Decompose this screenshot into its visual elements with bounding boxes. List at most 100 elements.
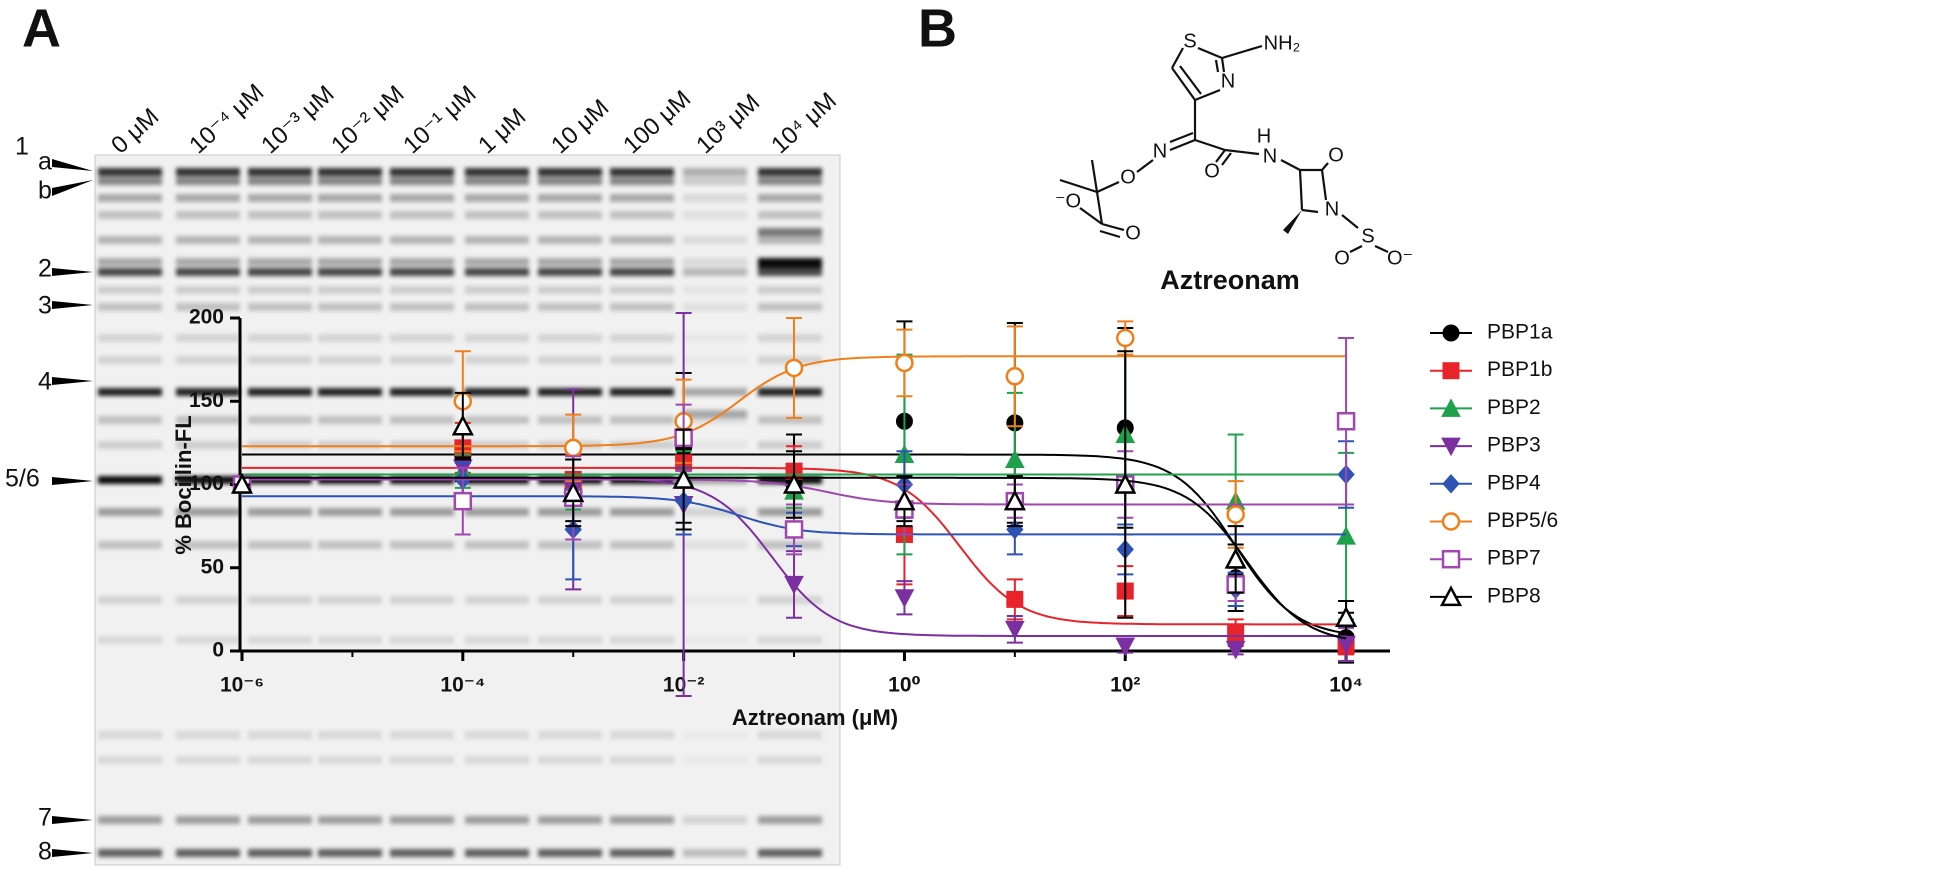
gel-band <box>758 286 822 294</box>
gel-band <box>318 441 382 449</box>
band-arrow <box>52 477 93 485</box>
gel-band <box>683 596 747 604</box>
gel-band <box>683 194 747 202</box>
gel-band <box>610 177 674 185</box>
gel-band <box>610 508 674 516</box>
lane-label: 10⁻¹ μM <box>398 80 481 159</box>
gel-band <box>465 334 529 342</box>
gel-band <box>538 177 602 185</box>
gel-bands <box>98 168 822 857</box>
gel-band <box>683 816 747 824</box>
gel-band <box>758 388 822 396</box>
gel-band <box>538 194 602 202</box>
gel-band <box>248 596 312 604</box>
band-arrow <box>52 180 93 196</box>
gel-band <box>390 258 454 266</box>
gel-band <box>176 303 240 311</box>
gel-band <box>248 258 312 266</box>
lane-label: 10⁻³ μM <box>256 80 339 159</box>
gel-band <box>465 636 529 644</box>
gel-band <box>318 756 382 764</box>
gel-band <box>98 441 162 449</box>
gel-band <box>538 286 602 294</box>
gel-band <box>248 416 312 424</box>
gel-band <box>610 388 674 396</box>
data-point <box>1224 547 1247 569</box>
gel-band <box>98 268 162 276</box>
gel-band <box>390 236 454 244</box>
legend-label: PBP1b <box>1487 358 1552 381</box>
gel-band <box>465 508 529 516</box>
gel-band <box>465 194 529 202</box>
band-arrow <box>52 301 93 309</box>
legend-marker <box>1442 474 1460 494</box>
atom-label: N <box>1221 70 1235 92</box>
atom-label: N <box>1325 198 1339 220</box>
gel-band <box>98 211 162 219</box>
gel-band <box>610 303 674 311</box>
gel-band <box>176 756 240 764</box>
gel-band <box>98 334 162 342</box>
gel-band <box>683 303 747 311</box>
gel-band <box>610 731 674 739</box>
x-tick-label: 10⁻⁴ <box>440 674 485 697</box>
legend-label: PBP1a <box>1487 321 1553 344</box>
gel-band <box>610 236 674 244</box>
gel-band <box>318 268 382 276</box>
gel-band <box>248 177 312 185</box>
x-tick-label: 10⁻⁶ <box>220 674 264 697</box>
gel-band <box>465 268 529 276</box>
gel-band <box>98 168 162 176</box>
gel-band <box>758 168 822 176</box>
gel-band <box>318 508 382 516</box>
band-label: 1 <box>15 133 29 161</box>
gel-band <box>465 356 529 364</box>
gel-band <box>176 596 240 604</box>
gel-band <box>98 303 162 311</box>
gel-band <box>758 194 822 202</box>
gel-band <box>176 356 240 364</box>
gel-band <box>610 286 674 294</box>
gel-band <box>538 416 602 424</box>
gel-band <box>683 388 747 396</box>
legend-marker <box>1441 437 1461 457</box>
legend-marker <box>1441 549 1461 569</box>
gel-band <box>176 177 240 185</box>
gel-band <box>683 849 747 857</box>
gel-band <box>318 816 382 824</box>
legend-label: PBP3 <box>1487 434 1541 457</box>
gel-band <box>758 268 822 276</box>
gel-band <box>538 211 602 219</box>
gel-band <box>538 508 602 516</box>
gel-band <box>610 416 674 424</box>
gel-band <box>610 268 674 276</box>
gel-band <box>538 268 602 276</box>
data-point <box>1115 637 1136 657</box>
compound-name: Aztreonam <box>1160 265 1300 295</box>
gel-band <box>318 636 382 644</box>
data-point <box>782 472 806 494</box>
data-point <box>1116 328 1135 348</box>
data-point <box>1005 449 1025 469</box>
gel-band <box>610 636 674 644</box>
gel-band <box>176 731 240 739</box>
gel-band <box>538 388 602 396</box>
gel-band <box>465 596 529 604</box>
gel-band <box>176 236 240 244</box>
gel-band <box>683 541 747 549</box>
gel-band <box>318 177 382 185</box>
legend-marker <box>1442 324 1460 342</box>
gel-band <box>538 541 602 549</box>
lane-label: 100 μM <box>618 85 696 159</box>
data-point <box>1114 472 1137 494</box>
band-label: b <box>38 177 52 205</box>
gel-band <box>318 211 382 219</box>
x-axis-title: Aztreonam (μM) <box>732 705 898 730</box>
gel-band <box>248 541 312 549</box>
atom-label: O <box>1328 144 1344 166</box>
gel-band <box>758 177 822 185</box>
atom-label: S <box>1183 30 1196 52</box>
lane-label: 10⁴ μM <box>766 87 842 159</box>
atom-label: O <box>1125 222 1141 244</box>
data-point <box>1225 640 1246 660</box>
